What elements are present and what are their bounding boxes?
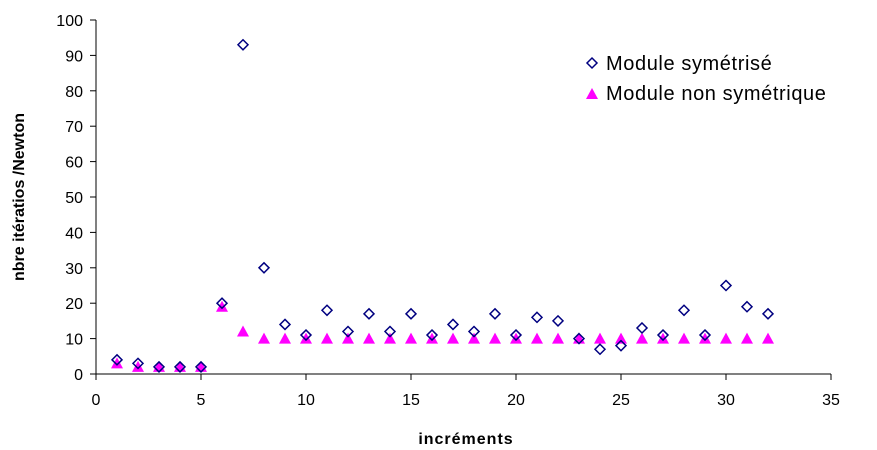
point-module-non-symetrique xyxy=(300,332,312,344)
point-module-non-symetrique xyxy=(531,332,543,344)
y-tick-label: 80 xyxy=(65,84,83,101)
point-module-symetrise xyxy=(383,325,397,338)
point-module-non-symetrique xyxy=(132,360,144,372)
y-tick-label: 90 xyxy=(65,48,83,65)
point-module-non-symetrique xyxy=(741,332,753,344)
point-module-non-symetrique xyxy=(405,332,417,344)
point-module-symetrise xyxy=(236,38,250,51)
y-tick-label: 60 xyxy=(65,155,83,172)
x-tick-label: 15 xyxy=(402,392,420,409)
point-module-non-symetrique xyxy=(342,332,354,344)
x-axis-title: incréments xyxy=(418,431,513,448)
point-module-non-symetrique xyxy=(699,332,711,344)
point-module-symetrise xyxy=(404,307,418,320)
point-module-symetrise xyxy=(215,297,229,310)
point-module-symetrise xyxy=(488,307,502,320)
point-module-symetrise xyxy=(551,314,565,327)
point-module-non-symetrique xyxy=(237,325,249,337)
point-module-non-symetrique xyxy=(636,332,648,344)
point-module-non-symetrique xyxy=(615,332,627,344)
point-module-symetrise xyxy=(131,357,145,370)
point-module-non-symetrique xyxy=(762,332,774,344)
legend-label-series-2: Module non symétrique xyxy=(606,83,827,105)
point-module-non-symetrique xyxy=(258,332,270,344)
point-module-symetrise xyxy=(299,328,313,342)
point-module-symetrise xyxy=(173,360,187,373)
legend-item-series-1: Module symétrisé xyxy=(585,53,772,75)
point-module-symetrise xyxy=(530,311,544,324)
point-module-non-symetrique xyxy=(594,332,606,344)
point-module-symetrise xyxy=(467,325,481,338)
y-ticks: 0 10 20 30 40 50 60 70 80 90 100 xyxy=(56,13,96,384)
legend-item-series-2: Module non symétrique xyxy=(586,83,827,105)
legend-marker-series-2 xyxy=(586,88,598,99)
legend: Module symétrisé Module non symétrique xyxy=(585,53,827,105)
point-module-symetrise xyxy=(194,360,208,373)
point-module-symetrise xyxy=(635,321,649,335)
x-tick-label: 35 xyxy=(822,392,840,409)
x-tick-label: 20 xyxy=(507,392,525,409)
point-module-non-symetrique xyxy=(720,332,732,344)
point-module-symetrise xyxy=(110,353,124,366)
y-tick-label: 70 xyxy=(65,119,83,136)
point-module-non-symetrique xyxy=(552,332,564,344)
point-module-non-symetrique xyxy=(216,300,228,312)
point-module-symetrise xyxy=(425,328,439,342)
legend-label-series-1: Module symétrisé xyxy=(606,53,772,75)
y-tick-label: 20 xyxy=(65,296,83,313)
point-module-non-symetrique xyxy=(510,332,522,344)
point-module-symetrise xyxy=(572,332,586,345)
point-module-symetrise xyxy=(257,261,271,274)
x-tick-label: 25 xyxy=(612,392,630,409)
y-axis-title: nbre itératios /Newton xyxy=(11,113,28,281)
point-module-non-symetrique xyxy=(468,332,480,344)
point-module-symetrise xyxy=(719,279,733,292)
point-module-symetrise xyxy=(341,325,355,338)
x-tick-label: 5 xyxy=(197,392,206,409)
point-module-symetrise xyxy=(278,318,292,331)
point-module-symetrise xyxy=(152,360,166,373)
point-module-symetrise xyxy=(698,328,712,342)
point-module-symetrise xyxy=(656,328,670,342)
point-module-non-symetrique xyxy=(447,332,459,344)
point-module-symetrise xyxy=(593,343,607,356)
point-module-symetrise xyxy=(446,318,460,331)
y-tick-label: 0 xyxy=(74,367,83,384)
point-module-non-symetrique xyxy=(489,332,501,344)
point-module-symetrise xyxy=(362,307,376,320)
x-tick-label: 30 xyxy=(717,392,735,409)
point-module-non-symetrique xyxy=(321,332,333,344)
point-module-symetrise xyxy=(614,339,628,352)
legend-marker-series-1 xyxy=(585,56,599,70)
y-tick-label: 10 xyxy=(65,332,83,349)
y-tick-label: 30 xyxy=(65,261,83,278)
x-tick-label: 10 xyxy=(297,392,315,409)
point-module-non-symetrique xyxy=(657,332,669,344)
point-module-non-symetrique xyxy=(426,332,438,344)
y-tick-label: 40 xyxy=(65,225,83,242)
point-module-non-symetrique xyxy=(363,332,375,344)
point-module-symetrise xyxy=(761,307,775,320)
point-module-non-symetrique xyxy=(678,332,690,344)
x-ticks: 0 5 10 15 20 25 30 35 xyxy=(92,374,840,409)
point-module-non-symetrique xyxy=(279,332,291,344)
point-module-symetrise xyxy=(740,300,754,313)
point-module-symetrise xyxy=(320,304,334,317)
point-module-non-symetrique xyxy=(384,332,396,344)
point-module-non-symetrique xyxy=(111,357,123,369)
point-module-symetrise xyxy=(509,328,523,342)
x-tick-label: 0 xyxy=(92,392,101,409)
y-tick-label: 50 xyxy=(65,190,83,207)
y-tick-label: 100 xyxy=(56,13,83,30)
data-points xyxy=(110,38,775,373)
point-module-symetrise xyxy=(677,304,691,317)
